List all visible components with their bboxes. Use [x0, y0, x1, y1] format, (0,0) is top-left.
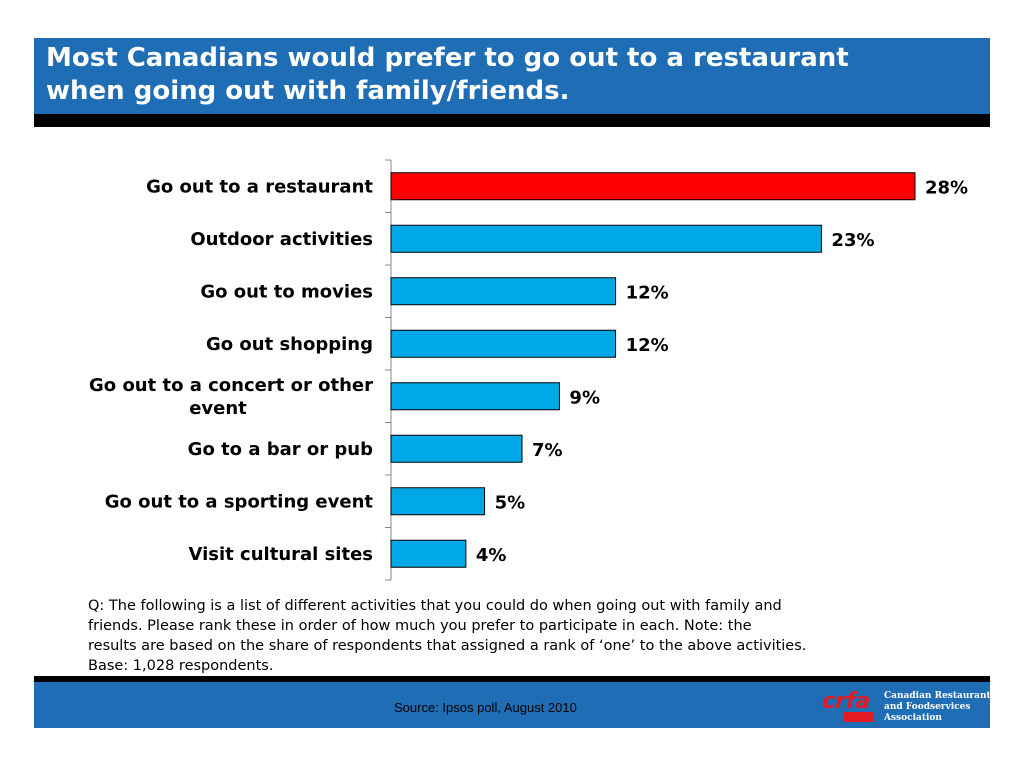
logo-text-line: Canadian Restaurant	[884, 691, 991, 701]
category-label: Go out to a restaurant	[146, 176, 373, 197]
survey-note-line: Base: 1,028 respondents.	[88, 658, 274, 674]
category-label: Go out shopping	[206, 334, 373, 355]
data-label: 12%	[626, 282, 669, 303]
source-text: Source: Ipsos poll, August 2010	[394, 700, 577, 715]
title-divider	[34, 114, 990, 127]
survey-note-line: Q: The following is a list of different …	[88, 598, 782, 614]
svg-text:crfa: crfa	[822, 689, 870, 714]
data-label: 12%	[626, 335, 669, 356]
page-title: Most Canadians would prefer to go out to…	[46, 42, 976, 108]
crfa-logo: crfa Canadian Restaurant and Foodservice…	[820, 686, 991, 724]
bar	[390, 382, 560, 411]
data-label: 7%	[532, 440, 563, 461]
bar-chart: 28% Go out to a restaurant 23% Outdoor acti…	[89, 159, 968, 581]
category-label: Outdoor activities	[190, 229, 373, 250]
page-title-line2: when going out with family/friends.	[46, 76, 570, 106]
category-label: Go to a bar or pub	[188, 439, 373, 460]
footer-bar: Source: Ipsos poll, August 2010 crfa Can…	[34, 682, 991, 728]
survey-note: Q: The following is a list of different …	[88, 596, 968, 676]
footer-divider	[34, 676, 990, 682]
category-label: Go out to a concert or other	[89, 375, 373, 396]
data-label: 5%	[495, 492, 526, 513]
bar	[390, 329, 617, 358]
category-label: event	[189, 398, 247, 419]
page-title-line1: Most Canadians would prefer to go out to…	[46, 43, 849, 73]
category-label: Go out to a sporting event	[105, 491, 374, 512]
bar	[390, 224, 822, 253]
survey-note-line: friends. Please rank these in order of h…	[88, 618, 752, 634]
category-label: Visit cultural sites	[189, 544, 373, 565]
survey-note-line: results are based on the share of respon…	[88, 638, 807, 654]
data-label: 4%	[476, 545, 507, 566]
data-label: 28%	[925, 177, 968, 198]
category-label: Go out to movies	[200, 281, 373, 302]
bar	[390, 434, 523, 463]
crfa-logo-icon: crfa	[822, 689, 874, 722]
title-bar: Most Canadians would prefer to go out to…	[34, 38, 990, 114]
bar	[390, 539, 467, 568]
data-label: 9%	[569, 387, 600, 408]
data-label: 23%	[831, 230, 874, 251]
crfa-logo-text: Canadian Restaurant and Foodservices Ass…	[884, 691, 994, 724]
logo-text-line: Association	[884, 713, 942, 723]
bar	[390, 277, 617, 306]
bar	[390, 172, 916, 201]
bar	[390, 487, 486, 516]
logo-text-line: and Foodservices	[884, 702, 971, 712]
